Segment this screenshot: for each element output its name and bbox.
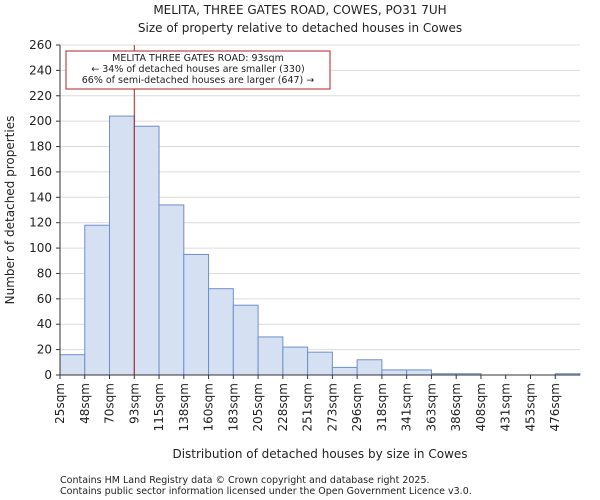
x-ticks: 25sqm 48sqm 70sqm 93sqm 115sqm 138sqm 160sqm 18… [53, 375, 562, 431]
axes [59, 45, 580, 376]
y-tick-label: 0 [44, 368, 52, 382]
annotation-box: MELITA THREE GATES ROAD: 93sqm ← 34% of … [65, 50, 331, 90]
histogram-bar [133, 125, 160, 376]
histogram-bar [406, 369, 432, 376]
y-tick-label: 240 [29, 63, 52, 77]
histogram-bar [331, 366, 358, 376]
y-tick-label: 80 [37, 266, 52, 280]
histogram-bar [84, 224, 111, 376]
x-tick-label: 341sqm [400, 383, 414, 431]
annotation-frame [65, 50, 331, 90]
y-tick-label: 220 [29, 89, 52, 103]
y-tick-label: 100 [29, 241, 52, 255]
histogram-bar [59, 354, 86, 376]
x-tick-label: 228sqm [276, 383, 290, 431]
footer-line-1: Contains HM Land Registry data © Crown c… [60, 475, 430, 486]
histogram-bar [356, 359, 383, 376]
histogram-bar [282, 346, 309, 376]
y-tick-label: 200 [29, 114, 52, 128]
annotation-line-2: ← 34% of detached houses are smaller (33… [91, 64, 304, 75]
x-tick-label: 431sqm [499, 383, 513, 431]
histogram-bar [307, 351, 333, 376]
histogram-bar [232, 304, 259, 376]
x-tick-label: 318sqm [375, 383, 389, 431]
histogram-bar [183, 253, 210, 376]
bars [59, 115, 581, 376]
x-tick-label: 273sqm [325, 383, 339, 431]
y-tick-label: 160 [29, 165, 52, 179]
x-tick-label: 115sqm [152, 383, 166, 431]
y-tick-label: 140 [29, 190, 52, 204]
x-tick-label: 453sqm [523, 383, 537, 431]
x-tick-label: 93sqm [127, 383, 141, 424]
y-tick-label: 20 [37, 343, 52, 357]
x-tick-label: 138sqm [177, 383, 191, 431]
x-tick-label: 70sqm [103, 383, 117, 424]
x-tick-label: 408sqm [474, 383, 488, 431]
x-tick-label: 476sqm [548, 383, 562, 431]
y-tick-label: 260 [29, 38, 52, 52]
histogram-bar [158, 204, 185, 376]
x-tick-label: 183sqm [226, 383, 240, 431]
y-ticks: 0 20 40 60 80 100 120 140 160 180 200 220 240 260 [29, 38, 60, 382]
footer-line-2: Contains public sector information licen… [60, 486, 472, 497]
y-tick-label: 180 [29, 140, 52, 154]
histogram-bar [257, 336, 284, 376]
y-axis-label: Number of detached properties [3, 116, 17, 305]
x-axis-label: Distribution of detached houses by size … [172, 447, 467, 461]
histogram-bar [208, 288, 234, 376]
y-tick-label: 60 [37, 292, 52, 306]
x-tick-label: 296sqm [350, 383, 364, 431]
chart-subtitle: Size of property relative to detached ho… [138, 21, 462, 35]
annotation-line-1: MELITA THREE GATES ROAD: 93sqm [112, 53, 284, 64]
x-tick-label: 205sqm [251, 383, 265, 431]
x-tick-label: 386sqm [449, 383, 463, 431]
histogram-bar [109, 115, 135, 376]
annotation-line-3: 66% of semi-detached houses are larger (… [82, 75, 315, 86]
chart-title: MELITA, THREE GATES ROAD, COWES, PO31 7U… [153, 3, 446, 17]
x-tick-label: 48sqm [78, 383, 92, 424]
x-tick-label: 25sqm [53, 383, 67, 424]
x-tick-label: 363sqm [424, 383, 438, 431]
histogram-bar [381, 369, 408, 376]
x-tick-label: 251sqm [301, 383, 315, 431]
x-tick-label: 160sqm [202, 383, 216, 431]
y-tick-label: 120 [29, 216, 52, 230]
y-tick-label: 40 [37, 317, 52, 331]
